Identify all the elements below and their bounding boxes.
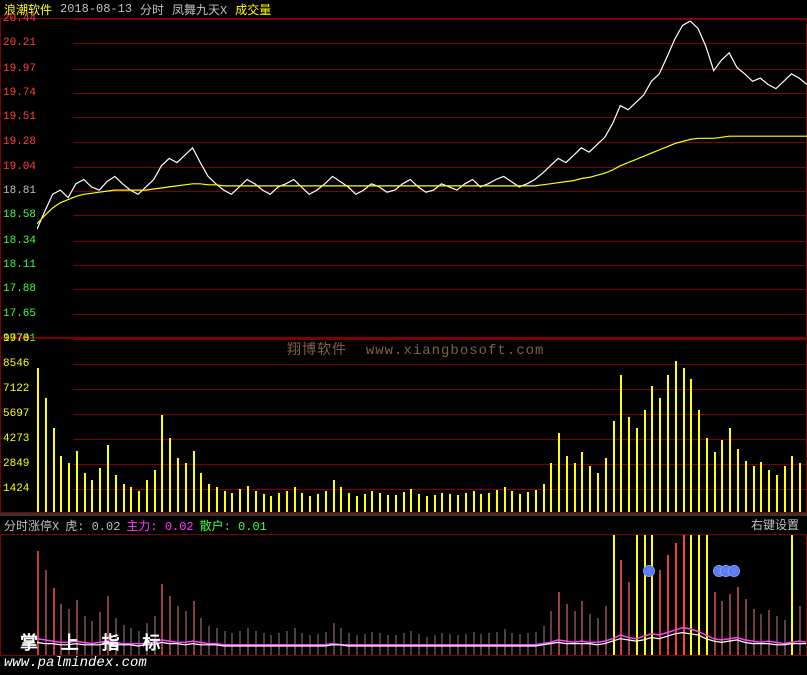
volume-label: 成交量	[235, 1, 271, 18]
footer-url: www.palmindex.com	[4, 655, 147, 671]
indicator-name[interactable]: 凤舞九天X	[172, 1, 227, 18]
right-click-settings[interactable]: 右键设置	[751, 516, 799, 533]
indicator-title[interactable]: 分时涨停X	[4, 517, 59, 534]
volume-bars	[37, 339, 806, 512]
price-chart-panel[interactable]: 20.4420.2119.9719.7419.5119.2819.0418.81…	[0, 18, 807, 338]
date-label: 2018-08-13	[60, 2, 132, 16]
period-label: 分时	[140, 1, 164, 18]
chart-header: 浪潮软件 2018-08-13 分时 凤舞九天X 成交量	[0, 0, 807, 18]
price-chart-area: 翔博软件 www.xiangbosoft.com	[37, 19, 806, 337]
volume-chart-panel[interactable]: 9970854671225697427328491424	[0, 338, 807, 513]
main-force-label: 主力: 0.02	[126, 517, 193, 534]
price-lines-svg	[37, 19, 807, 339]
hu-label: 虎: 0.02	[65, 517, 120, 534]
volume-y-axis: 9970854671225697427328491424	[1, 339, 37, 512]
footer-overlay-text: 掌 上 指 标	[20, 629, 166, 655]
indicator-header: 分时涨停X 虎: 0.02 主力: 0.02 散户: 0.01	[0, 516, 807, 534]
price-y-axis: 20.4420.2119.9719.7419.5119.2819.0418.81…	[1, 19, 37, 337]
retail-label: 散户: 0.01	[200, 517, 267, 534]
